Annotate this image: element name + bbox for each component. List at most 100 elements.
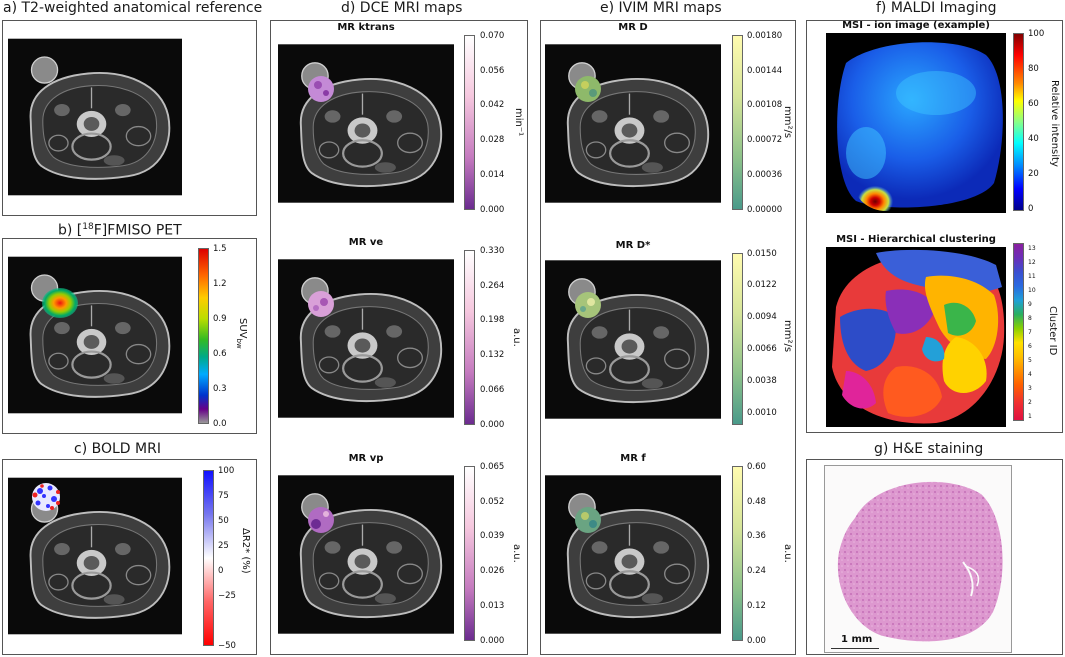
panel-c-title: c) BOLD MRI [74,441,161,457]
d-map-tick: 0.00036 [747,170,783,180]
vp-tick: 0.065 [480,462,505,472]
pet-tick: 1.5 [213,244,227,254]
vp-map [278,466,454,643]
bold-tick: 75 [218,491,229,501]
panel-e-frame [540,20,796,655]
f-map-tick: 0.12 [747,601,766,611]
panel-e-title: e) IVIM MRI maps [600,0,722,16]
ion-tick: 80 [1028,64,1039,74]
dstar-subtitle: MR D* [615,240,651,251]
pseudo-diffusion-map [545,253,721,426]
ve-colorbar [464,250,475,425]
f-map-colorbar [732,466,743,641]
dstar-tick: 0.0094 [747,312,777,322]
cluster-tick: 3 [1028,385,1032,392]
cluster-tick: 5 [1028,357,1032,364]
ve-map [278,250,454,427]
ion-tick: 0 [1028,204,1034,214]
msi-ion-image [826,33,1006,213]
scale-bar [831,648,879,649]
ktrans-tick: 0.042 [480,100,505,110]
pet-tick: 0.6 [213,349,227,359]
f-map-subtitle: MR f [620,453,646,464]
panel-g-title: g) H&E staining [874,441,984,457]
cluster-tick: 4 [1028,371,1032,378]
ve-unit: a.u. [511,328,522,347]
cluster-tick: 12 [1028,259,1036,266]
cluster-subtitle: MSI - Hierarchical clustering [836,234,996,245]
ve-tick: 0.264 [480,281,505,291]
f-map-tick: 0.36 [747,531,766,541]
ion-colorbar [1013,33,1024,211]
ve-subtitle: MR ve [348,237,384,248]
cluster-tick: 10 [1028,287,1036,294]
pet-tick: 0.9 [213,314,227,324]
cluster-colorbar [1013,243,1024,421]
panel-b-title: b) [18F]FMISO PET [58,222,182,239]
f-map-unit: a.u. [782,544,793,563]
ve-tick: 0.198 [480,315,505,325]
fmiso-pet-image [8,245,182,425]
ve-tick: 0.330 [480,246,505,256]
dstar-tick: 0.0066 [747,344,777,354]
dstar-tick: 0.0122 [747,280,777,290]
cluster-tick: 13 [1028,245,1036,252]
ion-colorbar-label: Relative intensity [1049,80,1060,167]
pet-tick: 0.0 [213,419,227,429]
d-map-tick: 0.00108 [747,100,783,110]
cluster-tick: 8 [1028,315,1032,322]
vp-tick: 0.013 [480,601,505,611]
he-stain-image: 1 mm [824,465,1012,653]
ktrans-subtitle: MR ktrans [337,22,395,33]
ve-tick: 0.000 [480,420,505,430]
vp-tick: 0.052 [480,497,505,507]
panel-d-title: d) DCE MRI maps [341,0,463,16]
ktrans-tick: 0.056 [480,66,505,76]
msi-cluster-image [826,247,1006,427]
ktrans-tick: 0.028 [480,135,505,145]
bold-tick: 100 [218,466,235,476]
ion-tick: 40 [1028,134,1039,144]
vp-tick: 0.000 [480,636,505,646]
diffusion-map [545,35,721,212]
panel-a-title: a) T2-weighted anatomical reference [3,0,263,16]
ion-tick: 60 [1028,99,1039,109]
f-map-tick: 0.48 [747,497,766,507]
scale-bar-label: 1 mm [841,634,873,645]
ktrans-unit: min⁻¹ [513,108,524,137]
bold-tick: 0 [218,566,224,576]
t2-anatomical-image [8,27,182,207]
cluster-tick: 11 [1028,273,1036,280]
bold-tick: −25 [218,591,236,601]
d-map-subtitle: MR D [618,22,648,33]
vp-subtitle: MR vp [348,453,384,464]
dstar-tick: 0.0038 [747,376,777,386]
pet-colorbar-label: SUVbw [235,318,248,349]
cluster-tick: 6 [1028,343,1032,350]
f-map-tick: 0.60 [747,462,766,472]
f-map-tick: 0.00 [747,636,766,646]
bold-mri-image [8,466,182,646]
d-map-tick: 0.00144 [747,66,783,76]
d-map-tick: 0.00180 [747,31,783,41]
ion-tick: 20 [1028,169,1039,179]
ve-tick: 0.066 [480,385,505,395]
vp-unit: a.u. [511,544,522,563]
vp-tick: 0.026 [480,566,505,576]
vp-tick: 0.039 [480,531,505,541]
panel-f-frame [806,20,1063,433]
dstar-tick: 0.0150 [747,249,777,259]
cluster-tick: 7 [1028,329,1032,336]
pet-colorbar [198,248,209,424]
bold-tick: −50 [218,641,236,651]
cluster-colorbar-label: Cluster ID [1047,306,1058,356]
d-map-colorbar [732,35,743,210]
ktrans-tick: 0.014 [480,170,505,180]
panel-g-frame [806,459,1063,655]
panel-f-title: f) MALDI Imaging [876,0,997,16]
ion-image-subtitle: MSI - ion image (example) [842,20,990,31]
d-map-unit: mm²/s [782,106,793,139]
ion-tick: 100 [1028,29,1045,39]
d-map-tick: 0.00072 [747,135,783,145]
f-map-tick: 0.24 [747,566,766,576]
